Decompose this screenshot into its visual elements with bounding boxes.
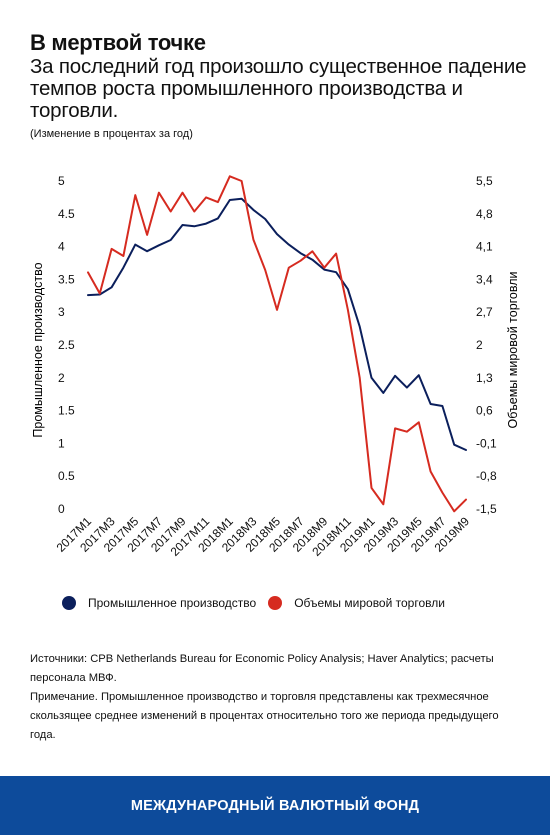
right-tick-label: -0,8 [476,469,497,483]
left-tick-label: 1 [58,436,65,450]
series-line-industrial-production [87,197,467,451]
right-tick-label: 2,7 [476,305,493,319]
page-title: В мертвой точке [30,30,206,55]
legend-item-industrial: Промышленное производство [62,596,256,610]
right-tick-label: 4,8 [476,207,493,221]
left-tick-label: 5 [58,174,65,188]
unit-note: (Изменение в процентах за год) [30,128,193,140]
dual-axis-line-chart: 0 0.5 1 1.5 2 2.5 3 3.5 4 4.5 5 -1,5 -0,8 -0,1 0,6 1,3… [31,174,520,559]
footer-label: МЕЖДУНАРОДНЫЙ ВАЛЮТНЫЙ ФОНД [130,797,420,814]
legend-label-trade: Объемы мировой торговли [294,596,445,610]
left-axis-label: Промышленное производство [31,262,45,437]
legend-swatch-trade [268,596,283,610]
left-tick-label: 4 [58,240,65,254]
footer-banner: МЕЖДУНАРОДНЫЙ ВАЛЮТНЫЙ ФОНД [0,776,550,835]
right-tick-label: 1,3 [476,371,493,385]
chart-legend: Промышленное производство Объемы мировой… [62,596,445,610]
left-tick-label: 4.5 [58,207,75,221]
left-tick-label: 2 [58,371,65,385]
left-tick-label: 1.5 [58,404,75,418]
left-axis-ticks: 0 0.5 1 1.5 2 2.5 3 3.5 4 4.5 5 [58,174,75,516]
right-tick-label: -1,5 [476,502,497,516]
left-tick-label: 3.5 [58,272,75,286]
sources-note: Источники: CPB Netherlands Bureau for Ec… [30,653,494,684]
series-line-world-trade [87,175,467,513]
methodology-note: Примечание. Промышленное производство и … [30,691,499,741]
left-tick-label: 0.5 [58,469,75,483]
right-axis-label: Объемы мировой торговли [506,271,520,428]
legend-item-trade: Объемы мировой торговли [268,596,445,610]
right-axis-ticks: -1,5 -0,8 -0,1 0,6 1,3 2 2,7 3,4 4,1 4,8 5,5 [476,174,497,516]
legend-swatch-industrial [62,596,76,610]
left-tick-label: 2.5 [58,338,75,352]
right-tick-label: 5,5 [476,174,493,188]
right-tick-label: 4,1 [476,240,493,254]
left-tick-label: 0 [58,502,65,516]
x-axis-ticks: 2017M12017M32017M52017M72017M92017M11201… [54,514,473,559]
right-tick-label: 3,4 [476,272,493,286]
series-lines [87,175,467,513]
legend-label-industrial: Промышленное производство [88,596,257,610]
left-tick-label: 3 [58,305,65,319]
page-subtitle: За последний год произошло существенное … [30,55,527,122]
right-tick-label: 2 [476,338,483,352]
right-tick-label: 0,6 [476,404,493,418]
right-tick-label: -0,1 [476,436,497,450]
notes-block: Источники: CPB Netherlands Bureau for Ec… [30,650,510,745]
